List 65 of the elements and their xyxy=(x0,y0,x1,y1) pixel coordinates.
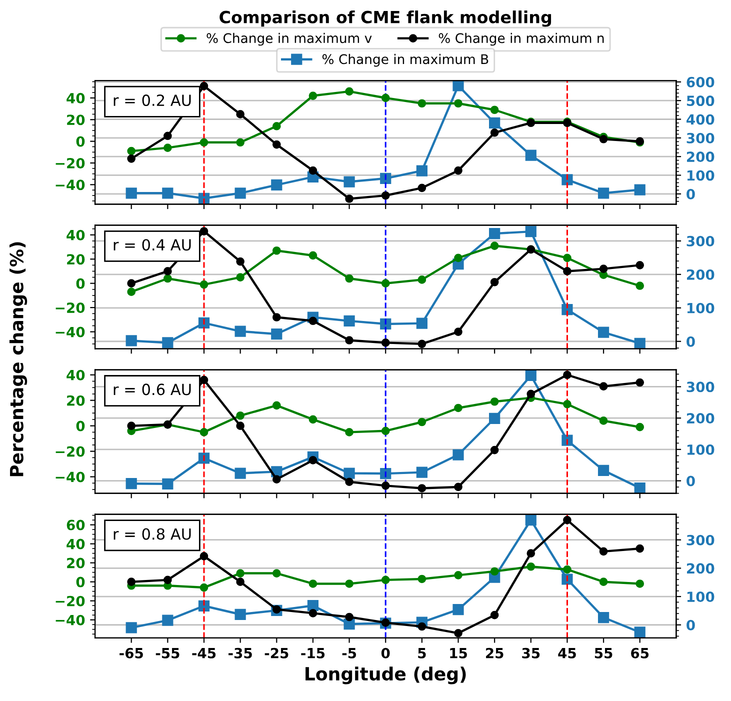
y2-tick-label: 100 xyxy=(687,444,714,455)
y-tick-label: 0 xyxy=(76,278,85,289)
y-axis-title: Percentage change (%) xyxy=(9,242,28,476)
y-tick-label: −40 xyxy=(56,326,85,338)
x-tick-label: -5 xyxy=(342,648,356,658)
y2-tick-label: 400 xyxy=(686,114,714,125)
y2-tick-label: 500 xyxy=(686,96,714,106)
x-tick-label: 0 xyxy=(381,648,390,658)
y-tick-label: 0 xyxy=(76,420,85,432)
y-tick-label: −20 xyxy=(56,596,85,606)
y2-tick-label: 0 xyxy=(686,476,695,486)
y2-tick-label: 100 xyxy=(687,592,714,602)
x-tick-label: -45 xyxy=(192,648,216,658)
y2-tick-label: 100 xyxy=(687,170,714,181)
legend-label: % Change in maximum B xyxy=(322,54,488,67)
y-tick-label: −40 xyxy=(56,472,85,482)
y2-tick-label: 300 xyxy=(686,534,714,546)
y2-tick-label: 200 xyxy=(686,269,714,280)
y2-tick-label: 200 xyxy=(686,563,714,574)
x-tick-label: 15 xyxy=(450,648,467,658)
x-axis-title: Longitude (deg) xyxy=(306,666,466,684)
y-tick-label: −40 xyxy=(56,614,85,626)
y-tick-label: 20 xyxy=(67,114,85,126)
x-tick-label: 65 xyxy=(631,648,649,658)
y-tick-label: 40 xyxy=(66,230,85,240)
y2-tick-label: 300 xyxy=(686,132,714,144)
y2-tick-label: 200 xyxy=(686,152,714,162)
y-tick-label: 20 xyxy=(67,395,85,406)
y2-tick-label: 0 xyxy=(686,336,695,347)
y-tick-label: 0 xyxy=(76,136,85,147)
annotation: r = 0.2 AU xyxy=(114,94,191,106)
y-tick-label: −40 xyxy=(56,180,85,190)
x-tick-label: -35 xyxy=(228,648,252,658)
y2-tick-label: 0 xyxy=(686,188,695,200)
y-tick-label: 40 xyxy=(66,370,85,380)
chart-title: Comparison of CME flank modelling xyxy=(220,10,552,27)
y-tick-label: −20 xyxy=(56,446,85,457)
y2-tick-label: 200 xyxy=(686,413,714,424)
x-tick-label: 25 xyxy=(486,648,504,658)
y2-tick-label: 600 xyxy=(686,76,714,88)
y-tick-label: 40 xyxy=(66,538,85,550)
x-tick-label: 5 xyxy=(418,648,426,658)
x-tick-label: 35 xyxy=(522,648,540,658)
y-tick-label: 0 xyxy=(76,576,85,588)
y-tick-label: 20 xyxy=(67,254,85,265)
y2-tick-label: 100 xyxy=(687,302,714,314)
legend-label: % Change in maximum n xyxy=(438,32,604,46)
annotation: r = 0.6 AU xyxy=(114,384,191,396)
x-tick-label: -25 xyxy=(264,648,288,658)
y-tick-label: −20 xyxy=(56,302,85,314)
x-tick-label: 55 xyxy=(594,648,612,658)
y2-tick-label: 300 xyxy=(686,382,714,392)
x-tick-label: -15 xyxy=(301,648,325,658)
y-tick-label: −20 xyxy=(56,158,85,168)
annotation: r = 0.4 AU xyxy=(114,239,191,251)
y-tick-label: 60 xyxy=(66,520,85,530)
x-tick-label: 45 xyxy=(558,648,576,658)
legend-label: % Change in maximum v xyxy=(206,32,372,46)
x-tick-label: -55 xyxy=(156,648,180,658)
y-tick-label: 40 xyxy=(66,92,85,104)
y2-tick-label: 0 xyxy=(686,620,695,630)
x-tick-label: -65 xyxy=(120,648,143,658)
annotation: r = 0.8 AU xyxy=(114,528,191,540)
y2-tick-label: 300 xyxy=(686,236,714,246)
y-tick-label: 20 xyxy=(67,558,85,568)
